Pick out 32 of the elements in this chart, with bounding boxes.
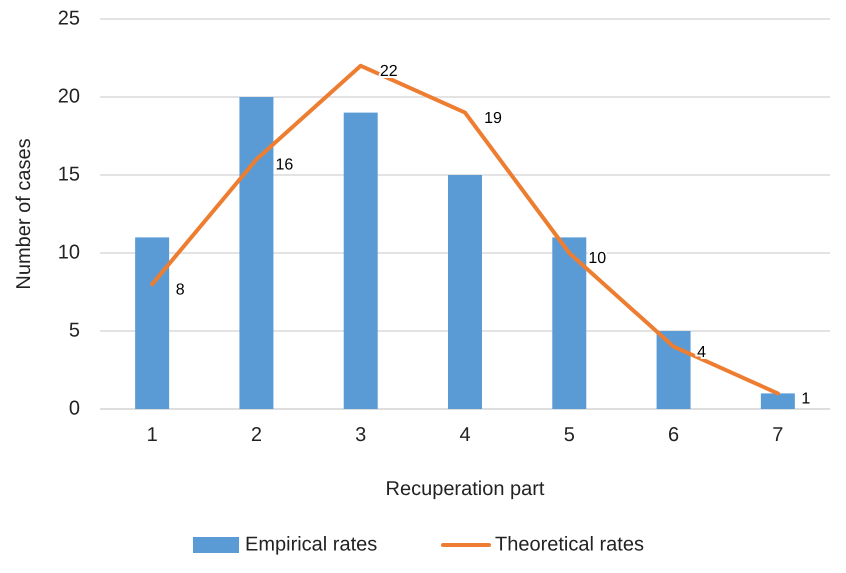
bar [135, 237, 170, 409]
data-label: 19 [484, 110, 502, 127]
y-axis-title: Number of cases [13, 138, 35, 290]
x-tick-label: 3 [355, 424, 366, 446]
bar [344, 112, 378, 409]
y-tick-label: 10 [58, 241, 80, 264]
data-label: 1 [801, 390, 810, 408]
x-tick-label: 2 [250, 424, 262, 446]
data-label: 8 [176, 281, 185, 298]
bar [552, 237, 586, 409]
bar [239, 97, 274, 409]
x-axis-title: Recuperation part [386, 478, 545, 500]
y-tick-label: 25 [58, 7, 80, 30]
bar [448, 175, 482, 409]
data-label: 4 [697, 344, 706, 361]
data-label: 10 [588, 250, 606, 268]
x-tick-label: 4 [459, 424, 471, 446]
y-tick-label: 0 [68, 397, 80, 420]
x-tick-label: 6 [668, 424, 680, 446]
line-series [150, 64, 780, 396]
legend-label: Empirical rates [245, 533, 378, 556]
data-label: 16 [276, 156, 294, 174]
bar [760, 393, 795, 409]
bar [656, 331, 691, 409]
x-tick-label: 7 [772, 424, 784, 446]
x-tick-label: 5 [564, 424, 575, 446]
x-tick-label: 1 [146, 424, 158, 446]
y-tick-label: 15 [58, 163, 80, 186]
y-tick-label: 20 [58, 85, 80, 108]
y-tick-label: 5 [68, 319, 80, 342]
legend-label: Theoretical rates [495, 533, 644, 556]
data-label: 22 [380, 63, 398, 80]
